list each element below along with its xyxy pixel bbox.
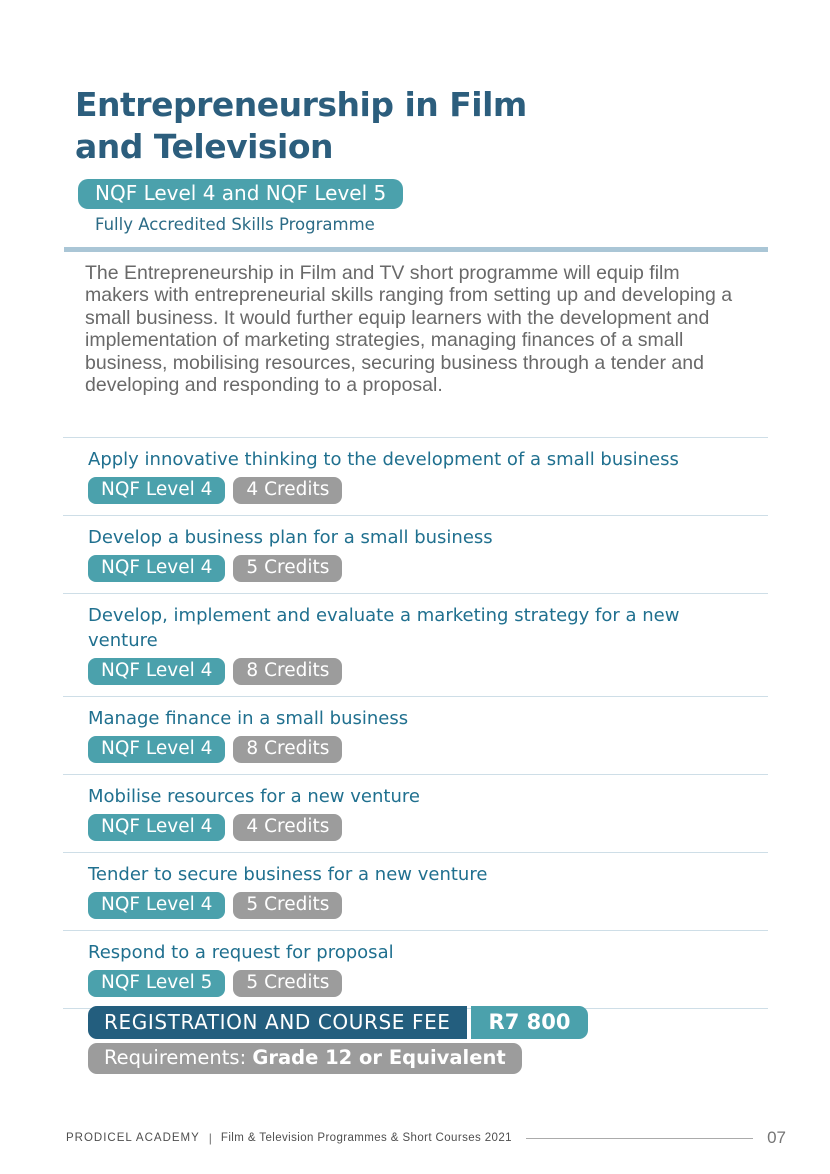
module-row: Respond to a request for proposal NQF Le… (63, 930, 768, 1008)
module-row: Develop, implement and evaluate a market… (63, 593, 768, 696)
fee-label: REGISTRATION AND COURSE FEE (88, 1006, 467, 1039)
fee-section: REGISTRATION AND COURSE FEE R7 800 Requi… (88, 1006, 589, 1074)
nqf-level-badge: NQF Level 4 (88, 658, 226, 685)
module-row: Manage finance in a small business NQF L… (63, 696, 768, 774)
module-badges: NQF Level 4 8 Credits (88, 658, 768, 685)
nqf-level-badge: NQF Level 4 (88, 555, 226, 582)
module-title: Develop a business plan for a small busi… (88, 527, 493, 548)
page-title-line1: Entrepreneurship in Film (75, 85, 527, 124)
module-title: Apply innovative thinking to the develop… (88, 449, 679, 470)
credits-badge: 8 Credits (233, 658, 343, 685)
requirements-label: Requirements: (104, 1046, 253, 1069)
programme-description: The Entrepreneurship in Film and TV shor… (85, 262, 733, 397)
credits-badge: 8 Credits (233, 736, 343, 763)
footer-separator: | (208, 1131, 212, 1145)
accreditation-subtitle: Fully Accredited Skills Programme (95, 215, 375, 234)
credits-badge: 5 Credits (233, 970, 343, 997)
credits-badge: 4 Credits (233, 814, 343, 841)
module-title: Tender to secure business for a new vent… (88, 864, 488, 885)
requirements-value: Grade 12 or Equivalent (252, 1046, 506, 1069)
module-badges: NQF Level 5 5 Credits (88, 970, 768, 997)
section-rule (64, 247, 768, 252)
module-title: Manage finance in a small business (88, 708, 409, 729)
page-title: Entrepreneurship in Film and Television (75, 84, 527, 168)
nqf-level-badge: NQF Level 4 (88, 892, 226, 919)
module-badges: NQF Level 4 8 Credits (88, 736, 768, 763)
page-number: 07 (767, 1128, 786, 1147)
footer-brand: PRODICEL ACADEMY (66, 1132, 200, 1144)
nqf-level-badge: NQF Level 4 (88, 477, 226, 504)
nqf-level-badge: NQF Level 4 (88, 814, 226, 841)
module-row: Develop a business plan for a small busi… (63, 515, 768, 593)
credits-badge: 5 Credits (233, 555, 343, 582)
nqf-level-badge: NQF Level 4 (88, 736, 226, 763)
footer-rule (525, 1137, 754, 1139)
module-title: Mobilise resources for a new venture (88, 786, 420, 807)
module-badges: NQF Level 4 4 Credits (88, 477, 768, 504)
module-title: Respond to a request for proposal (88, 942, 394, 963)
module-title: Develop, implement and evaluate a market… (88, 605, 680, 651)
fee-amount: R7 800 (470, 1006, 589, 1039)
module-row: Mobilise resources for a new venture NQF… (63, 774, 768, 852)
credits-badge: 4 Credits (233, 477, 343, 504)
page-title-line2: and Television (75, 127, 334, 166)
module-badges: NQF Level 4 4 Credits (88, 814, 768, 841)
module-row: Apply innovative thinking to the develop… (63, 437, 768, 515)
nqf-levels-badge: NQF Level 4 and NQF Level 5 (78, 179, 404, 209)
credits-badge: 5 Credits (233, 892, 343, 919)
page-footer: PRODICEL ACADEMY | Film & Television Pro… (66, 1128, 786, 1148)
module-list: Apply innovative thinking to the develop… (63, 437, 768, 1009)
footer-doc-title: Film & Television Programmes & Short Cou… (220, 1132, 512, 1144)
fee-bar: REGISTRATION AND COURSE FEE R7 800 (88, 1006, 589, 1039)
module-badges: NQF Level 4 5 Credits (88, 892, 768, 919)
requirements-badge: Requirements: Grade 12 or Equivalent (88, 1043, 522, 1074)
module-badges: NQF Level 4 5 Credits (88, 555, 768, 582)
nqf-level-badge: NQF Level 5 (88, 970, 226, 997)
module-row: Tender to secure business for a new vent… (63, 852, 768, 930)
